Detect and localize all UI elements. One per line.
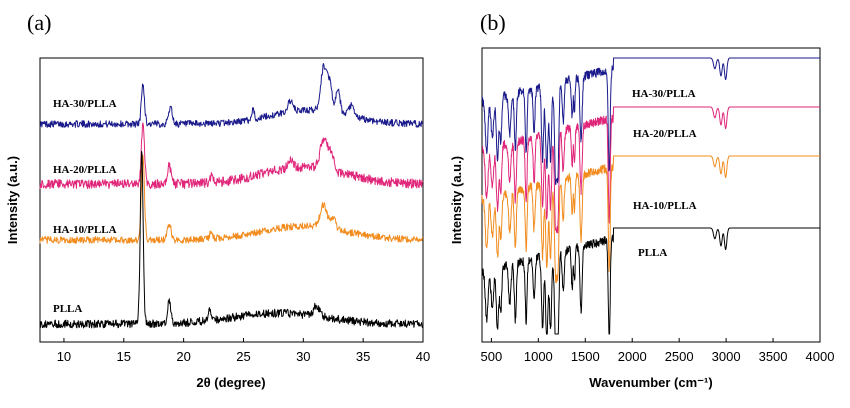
x-tick-label-20: 20: [176, 349, 190, 364]
x-tick-label-1000: 1000: [524, 349, 553, 364]
x-tick-label-1500: 1500: [571, 349, 600, 364]
x-tick-label-40: 40: [416, 349, 430, 364]
panel-a-x-axis-title: 2θ (degree): [196, 375, 265, 390]
panel-a-y-axis-title: Intensity (a.u.): [5, 156, 20, 244]
panel-b-x-axis-title: Wavenumber (cm⁻¹): [589, 375, 712, 390]
xrd-label-ha-20-plla: HA-20/PLLA: [53, 164, 117, 176]
panel-b-ftir: (b) 500 1000 1500 2000 2500 3000 3500 4000 HA-3…: [449, 10, 834, 390]
xrd-label-plla: PLLA: [53, 303, 82, 315]
panel-b-y-axis-title: Intensity (a.u.): [449, 156, 464, 244]
xrd-trace-ha-20-plla: [39, 122, 424, 190]
panel-a-letter: (a): [27, 10, 51, 35]
panel-a-traces: [39, 63, 424, 329]
panel-a-xrd: (a) 10 15 20 25 30 35 40 HA-30/PLLAHA-20/PLLAH…: [5, 10, 430, 390]
xrd-label-ha-30-plla: HA-30/PLLA: [53, 98, 117, 110]
x-tick-label-15: 15: [117, 349, 131, 364]
ftir-trace-ha-10-plla: [481, 155, 821, 284]
panel-b-x-ticks: 500 1000 1500 2000 2500 3000 3500 4000: [481, 338, 835, 364]
ftir-trace-ha-30-plla: [481, 57, 821, 186]
x-tick-label-2000: 2000: [618, 349, 647, 364]
panel-b-series-labels: HA-30/PLLA HA-20/PLLA HA-10/PLLA PLLA: [632, 88, 697, 259]
ftir-label-ha-30-plla: HA-30/PLLA: [632, 88, 696, 100]
xrd-label-ha-10-plla: HA-10/PLLA: [53, 224, 117, 236]
x-tick-label-500: 500: [481, 349, 503, 364]
ftir-label-plla: PLLA: [638, 247, 667, 259]
x-tick-label-4000: 4000: [806, 349, 835, 364]
ftir-trace-ha-20-plla: [481, 106, 821, 234]
panel-b-letter: (b): [480, 10, 506, 35]
panel-a-x-ticks: 10 15 20 25 30 35 40: [57, 338, 430, 364]
ftir-label-ha-10-plla: HA-10/PLLA: [633, 200, 697, 212]
panel-a-plot-frame: [39, 57, 424, 343]
x-tick-label-2500: 2500: [665, 349, 694, 364]
xrd-trace-plla: [39, 150, 423, 329]
x-tick-label-25: 25: [236, 349, 250, 364]
ftir-trace-plla: [481, 227, 821, 335]
ftir-label-ha-20-plla: HA-20/PLLA: [633, 128, 697, 140]
x-tick-label-10: 10: [57, 349, 71, 364]
x-tick-label-3000: 3000: [712, 349, 741, 364]
panel-a-series-labels: HA-30/PLLA HA-20/PLLA HA-10/PLLA PLLA: [53, 98, 117, 315]
x-tick-label-30: 30: [296, 349, 310, 364]
x-tick-label-3500: 3500: [759, 349, 788, 364]
xrd-trace-ha-10-plla: [39, 154, 424, 244]
xrd-trace-ha-30-plla: [39, 63, 424, 128]
panel-b-traces: [481, 57, 821, 335]
x-tick-label-35: 35: [356, 349, 370, 364]
